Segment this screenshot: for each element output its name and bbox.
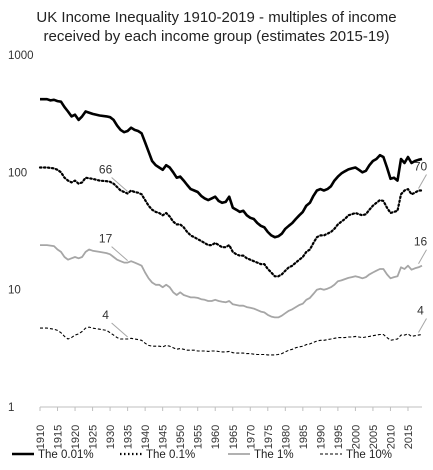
legend-item: The 0.01% [12,449,94,461]
x-tick-label: 2000 [350,425,362,449]
annotation-leader [111,246,128,262]
annotation-leader [418,249,427,264]
x-tick-label: 1985 [298,425,310,449]
x-tick-label: 1940 [140,425,152,449]
series-line [40,244,423,319]
x-tick-label: 1950 [175,425,187,449]
x-tick-label: 1960 [210,425,222,449]
x-tick-label: 1975 [263,425,275,449]
annotation-label: 70 [414,160,428,174]
y-tick-label: 1 [8,402,14,414]
annotation-label: 66 [99,163,113,177]
x-tick-label: 1955 [193,425,205,449]
series-line [40,97,423,239]
annotation-leader [111,177,128,192]
annotation-label: 4 [102,308,109,322]
x-tick-label: 1910 [35,425,47,449]
x-tick-label: 1980 [280,425,292,449]
x-tick-label: 2010 [385,425,397,449]
x-tick-label: 1920 [70,425,82,449]
legend-label: The 0.1% [146,449,195,461]
series-line [40,326,423,356]
legend-label: The 0.01% [38,449,94,461]
x-tick-label: 1970 [245,425,257,449]
chart-title: UK Income Inequality 1910-2019 - multipl… [36,9,396,45]
y-tick-label: 100 [8,167,27,179]
annotation-leader [111,322,128,338]
series-line [38,166,424,278]
x-tick-label: 1925 [88,425,100,449]
annotation-label: 16 [414,235,428,249]
x-tick-label: 1990 [315,425,327,449]
x-tick-label: 2005 [368,425,380,449]
legend-item: The 1% [228,449,294,461]
x-tick-label: 2015 [403,425,415,449]
annotation-label: 4 [417,303,424,317]
chart-series [38,97,424,356]
legend-label: The 1% [254,449,294,461]
x-tick-label: 1930 [105,425,117,449]
legend-item: The 0.1% [120,449,195,461]
x-tick-label: 1965 [228,425,240,449]
x-tick-label: 1935 [123,425,135,449]
annotation-leader [418,174,427,189]
x-tick-label: 1995 [333,425,345,449]
annotation-leader [418,318,427,333]
x-tick-label: 1915 [53,425,65,449]
chart-axes: 1 10 100 1000 1910 1915 1920 1925 1930 1935 1940 19… [8,50,422,449]
legend-label: The 10% [346,449,392,461]
chart-legend: The 0.01% The 0.1% The 1% The 10% [12,449,392,461]
y-tick-label: 10 [8,285,21,297]
chart-title-line-2: received by each income group (estimates… [43,28,389,45]
y-tick-label: 1000 [8,50,34,62]
chart-title-line-1: UK Income Inequality 1910-2019 - multipl… [36,9,396,26]
legend-item: The 10% [320,449,392,461]
chart-annotations: 66 17 4 70 16 4 [99,160,428,338]
annotation-label: 17 [99,232,113,246]
x-tick-label: 1945 [158,425,170,449]
